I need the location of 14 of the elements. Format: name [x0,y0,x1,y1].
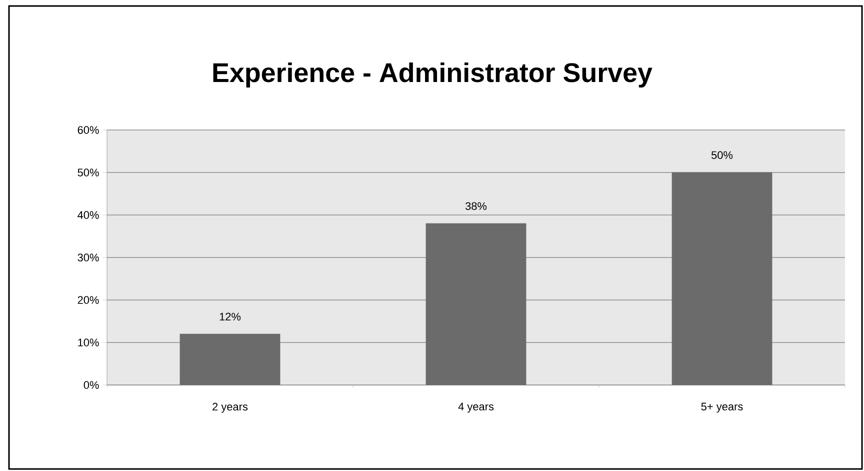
x-tick-label: 4 years [458,402,494,413]
data-label: 38% [465,202,487,210]
data-label: 12% [220,312,241,320]
y-tick-label: 10% [78,338,99,346]
y-tick-label: 40% [78,211,99,219]
chart-title: Experience - Administrator Survey [213,62,652,88]
y-tick-label: 0% [84,381,99,389]
y-tick-label: 60% [78,126,99,134]
data-label: 50% [711,151,733,159]
x-tick-label: 5+ years [701,402,743,413]
x-tick-label: 2 years [212,402,248,413]
y-tick-label: 20% [78,296,99,304]
y-tick-label: 30% [78,254,99,262]
y-tick-label: 50% [78,168,99,176]
